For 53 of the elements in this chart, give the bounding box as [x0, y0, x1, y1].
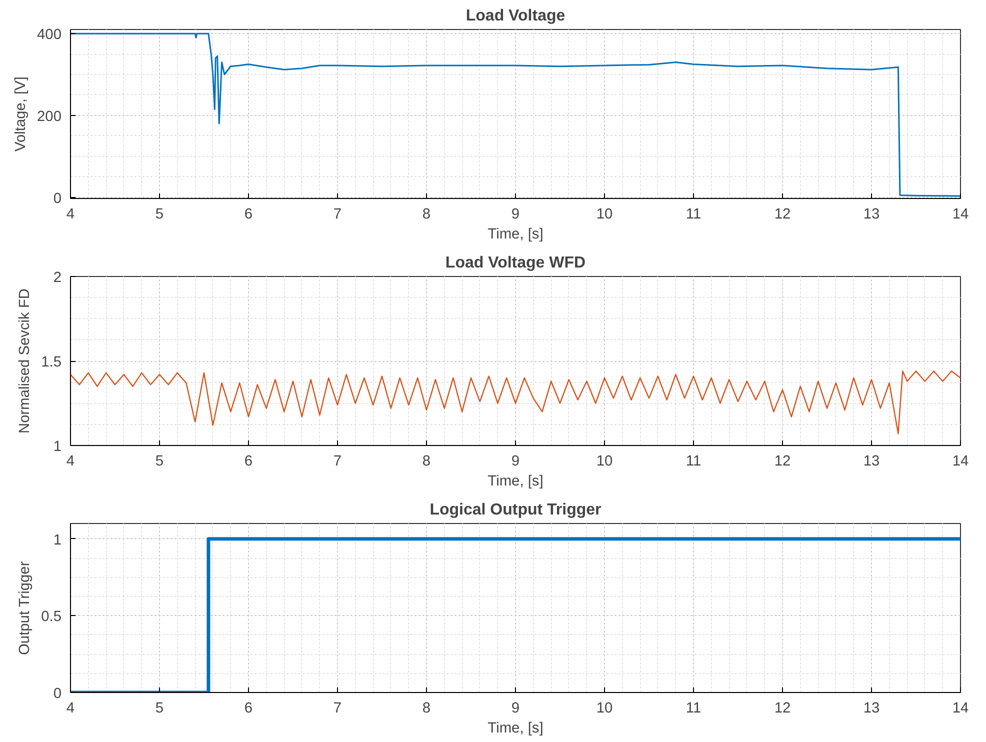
- x-tick-label: 6: [244, 206, 253, 222]
- y-tick-label: 1: [53, 532, 62, 548]
- x-tick-label: 13: [863, 206, 880, 222]
- y-tick-label: 0: [53, 190, 62, 207]
- x-tick-label: 10: [596, 206, 613, 222]
- line-series: [70, 370, 960, 434]
- y-tick-label: 0: [53, 686, 62, 702]
- x-tick-label: 12: [774, 454, 791, 470]
- x-tick-label: 11: [686, 454, 702, 470]
- y-axis-title: Voltage, [V]: [13, 76, 30, 152]
- y-tick-label: 0.5: [41, 609, 62, 626]
- x-tick-label: 9: [511, 700, 520, 716]
- y-tick-label: 400: [37, 27, 62, 44]
- x-tick-label: 13: [863, 454, 880, 470]
- x-tick-label: 7: [333, 700, 342, 716]
- x-axis-title: Time, [s]: [488, 474, 544, 490]
- x-tick-label: 11: [686, 206, 702, 222]
- y-tick-label: 1.5: [41, 354, 62, 370]
- x-tick-label: 7: [333, 454, 342, 470]
- x-tick-label: 10: [596, 700, 613, 716]
- x-tick-label: 8: [422, 206, 431, 222]
- x-tick-label: 6: [244, 454, 253, 470]
- x-tick-label: 14: [952, 700, 969, 716]
- x-tick-label: 4: [66, 206, 75, 222]
- y-axis-title: Output Trigger: [17, 561, 34, 655]
- chart-title: Load Voltage: [466, 8, 566, 24]
- x-axis-title: Time, [s]: [488, 720, 544, 736]
- x-tick-label: 12: [774, 700, 791, 716]
- x-tick-label: 10: [596, 454, 613, 470]
- x-tick-label: 5: [155, 206, 164, 222]
- x-tick-label: 13: [863, 700, 880, 716]
- y-tick-label: 2: [53, 270, 62, 286]
- chart-title: Logical Output Trigger: [430, 502, 602, 518]
- x-tick-label: 4: [66, 454, 75, 470]
- x-tick-label: 4: [66, 700, 75, 716]
- y-tick-label: 200: [37, 108, 62, 125]
- x-tick-label: 6: [244, 700, 253, 716]
- x-tick-label: 7: [333, 206, 342, 222]
- chart-title: Load Voltage WFD: [445, 254, 586, 272]
- x-axis-title: Time, [s]: [488, 226, 544, 242]
- x-tick-label: 11: [686, 700, 702, 716]
- x-tick-label: 12: [774, 206, 791, 222]
- x-tick-label: 8: [422, 700, 431, 716]
- y-axis-title: Normalised Sevcik FD: [17, 288, 34, 434]
- x-tick-label: 14: [952, 454, 969, 470]
- x-tick-label: 5: [155, 454, 164, 470]
- y-tick-label: 1: [53, 439, 62, 455]
- x-tick-label: 9: [511, 454, 520, 470]
- x-tick-label: 8: [422, 454, 431, 470]
- x-tick-label: 9: [511, 206, 520, 222]
- line-series: [70, 32, 960, 197]
- x-tick-label: 14: [952, 206, 969, 222]
- x-tick-label: 5: [155, 700, 164, 716]
